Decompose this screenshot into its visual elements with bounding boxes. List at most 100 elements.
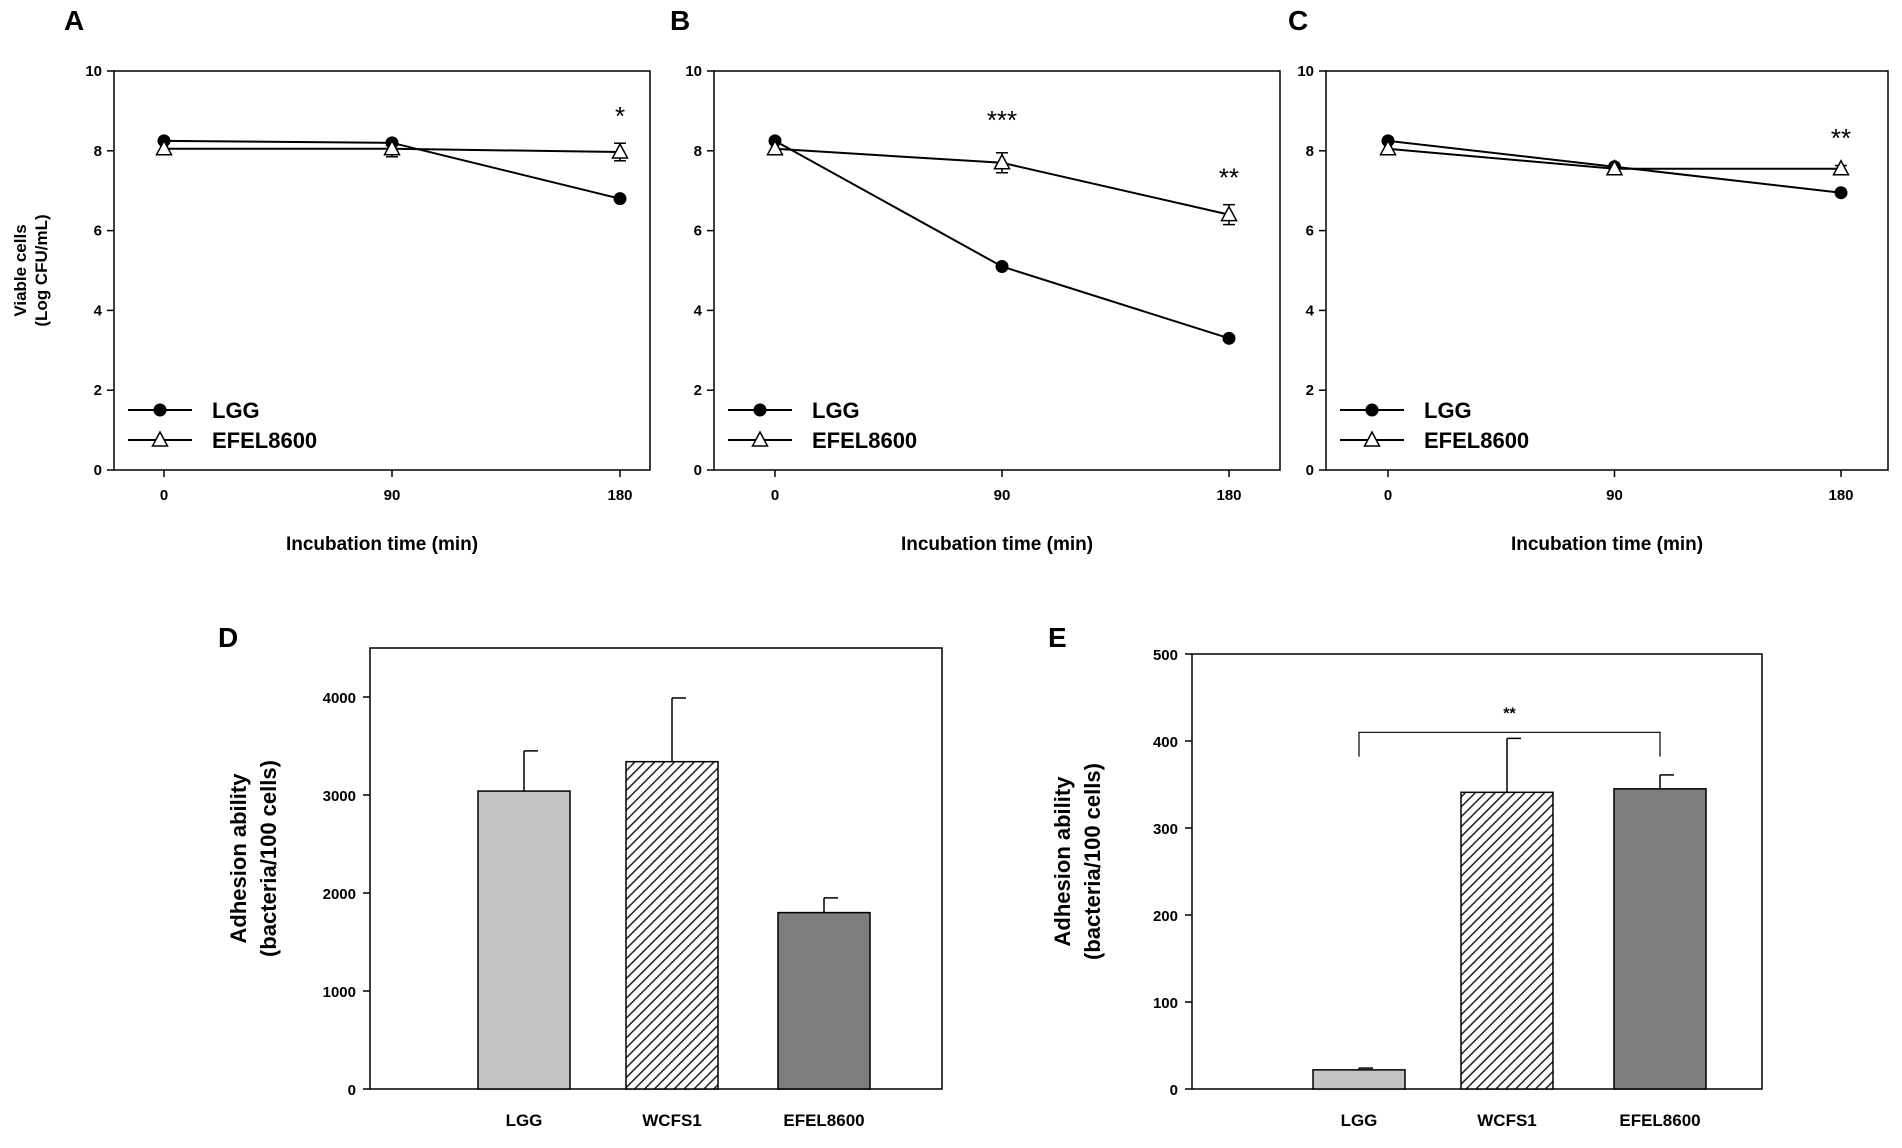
y-tick-label: 400 [1153, 734, 1178, 751]
significance-marker: ** [1831, 123, 1851, 153]
legend-marker-lgg [753, 403, 767, 417]
y-tick-label: 200 [1153, 908, 1178, 925]
y-tick-label: 0 [348, 1082, 356, 1099]
category-label-efel8600: EFEL8600 [1619, 1111, 1700, 1130]
legend-label-efel8600: EFEL8600 [1424, 428, 1529, 453]
panel-e-letter: E [1048, 622, 1067, 653]
y-axis-title-line1: Viable cells [11, 224, 30, 316]
significance-marker: * [615, 101, 625, 131]
bar-wcfs1 [1460, 791, 1554, 1090]
y-tick-label: 2 [94, 382, 102, 399]
category-label-wcfs1: WCFS1 [1477, 1111, 1537, 1130]
y-tick-label: 1000 [323, 984, 356, 1001]
data-point-efel8600 [611, 142, 629, 159]
y-tick-label: 4 [94, 302, 103, 319]
panel-d-bar-chart: 0 1000 2000 3000 4000 Adhesion ability (bacter… [226, 647, 943, 1130]
x-tick-label: 0 [771, 487, 779, 504]
panel-c-line-chart: 0 2 4 6 8 10 0 90 180 Incubation time (min) ** LGG E… [1297, 63, 1889, 555]
significance-bracket [1358, 731, 1661, 757]
y-tick-label: 8 [1306, 143, 1314, 160]
y-tick-label: 0 [1170, 1082, 1178, 1099]
y-tick-label: 2000 [323, 886, 356, 903]
x-tick-label: 0 [1384, 487, 1392, 504]
y-tick-label: 100 [1153, 995, 1178, 1012]
panel-e-bar-chart: 0 100 200 300 400 500 Adhesion ability (bacteri… [1050, 647, 1763, 1130]
y-axis-title-line2: (Log CFU/mL) [32, 214, 51, 326]
y-tick-label: 2 [694, 382, 702, 399]
data-point-efel8600 [1379, 139, 1397, 156]
legend-label-lgg: LGG [812, 398, 860, 423]
x-tick-label: 90 [994, 487, 1011, 504]
panel-a-line-chart: 0 2 4 6 8 10 0 90 180 Incubation time (min) Viable… [11, 63, 651, 555]
y-axis-title-line2: (bacteria/100 cells) [1080, 763, 1105, 960]
legend-marker-efel8600 [151, 430, 169, 447]
y-axis-title-line1: Adhesion ability [226, 773, 251, 944]
y-tick-label: 3000 [323, 788, 356, 805]
y-tick-label: 6 [1306, 223, 1314, 240]
y-tick-label: 4 [1306, 302, 1315, 319]
y-tick-label: 0 [94, 462, 102, 479]
legend-label-lgg: LGG [1424, 398, 1472, 423]
data-point-efel8600 [766, 139, 784, 156]
y-tick-label: 8 [694, 143, 702, 160]
category-label-efel8600: EFEL8600 [783, 1111, 864, 1130]
y-tick-label: 300 [1153, 821, 1178, 838]
panel-c-letter: C [1288, 5, 1308, 36]
legend-marker-lgg [1365, 403, 1379, 417]
bar-efel8600 [777, 911, 871, 1090]
x-axis-title: Incubation time (min) [901, 534, 1093, 555]
data-point-efel8600 [993, 153, 1011, 170]
data-point-lgg [1222, 331, 1236, 345]
legend-marker-efel8600 [1363, 430, 1381, 447]
y-tick-label: 10 [1297, 63, 1314, 80]
y-tick-label: 6 [94, 223, 102, 240]
y-axis-title-line1: Adhesion ability [1050, 776, 1075, 947]
significance-marker: ** [1503, 705, 1516, 722]
y-tick-label: 10 [85, 63, 102, 80]
bar-lgg [477, 790, 571, 1090]
x-tick-label: 90 [384, 487, 401, 504]
category-label-lgg: LGG [1341, 1111, 1378, 1130]
y-axis-title-line2: (bacteria/100 cells) [256, 760, 281, 957]
x-axis-title: Incubation time (min) [1511, 534, 1703, 555]
data-point-efel8600 [155, 139, 173, 156]
panel-a-letter: A [64, 5, 84, 36]
significance-marker: *** [987, 105, 1017, 135]
y-tick-label: 10 [685, 63, 702, 80]
data-point-lgg [613, 192, 627, 206]
bar-lgg [1312, 1069, 1406, 1090]
y-tick-label: 500 [1153, 647, 1178, 664]
x-axis-title: Incubation time (min) [286, 534, 478, 555]
x-tick-label: 180 [607, 487, 632, 504]
data-point-efel8600 [383, 139, 401, 156]
panel-d-letter: D [218, 622, 238, 653]
legend-label-lgg: LGG [212, 398, 260, 423]
plot-frame [1325, 70, 1889, 471]
legend-label-efel8600: EFEL8600 [812, 428, 917, 453]
legend-marker-lgg [153, 403, 167, 417]
bar-efel8600 [1613, 788, 1707, 1090]
data-point-efel8600 [1832, 159, 1850, 176]
y-tick-label: 4 [694, 302, 703, 319]
y-tick-label: 0 [1306, 462, 1314, 479]
category-label-lgg: LGG [506, 1111, 543, 1130]
x-tick-label: 180 [1828, 487, 1853, 504]
panel-b-letter: B [670, 5, 690, 36]
y-tick-label: 8 [94, 143, 102, 160]
y-tick-label: 0 [694, 462, 702, 479]
y-tick-label: 4000 [323, 690, 356, 707]
significance-marker: ** [1219, 163, 1239, 193]
legend-label-efel8600: EFEL8600 [212, 428, 317, 453]
data-point-lgg [995, 260, 1009, 274]
data-point-efel8600 [1220, 205, 1238, 222]
category-label-wcfs1: WCFS1 [642, 1111, 702, 1130]
x-tick-label: 0 [160, 487, 168, 504]
x-tick-label: 90 [1606, 487, 1623, 504]
legend-marker-efel8600 [751, 430, 769, 447]
plot-frame [713, 70, 1281, 471]
y-tick-label: 2 [1306, 382, 1314, 399]
data-point-lgg [1834, 186, 1848, 200]
y-tick-label: 6 [694, 223, 702, 240]
